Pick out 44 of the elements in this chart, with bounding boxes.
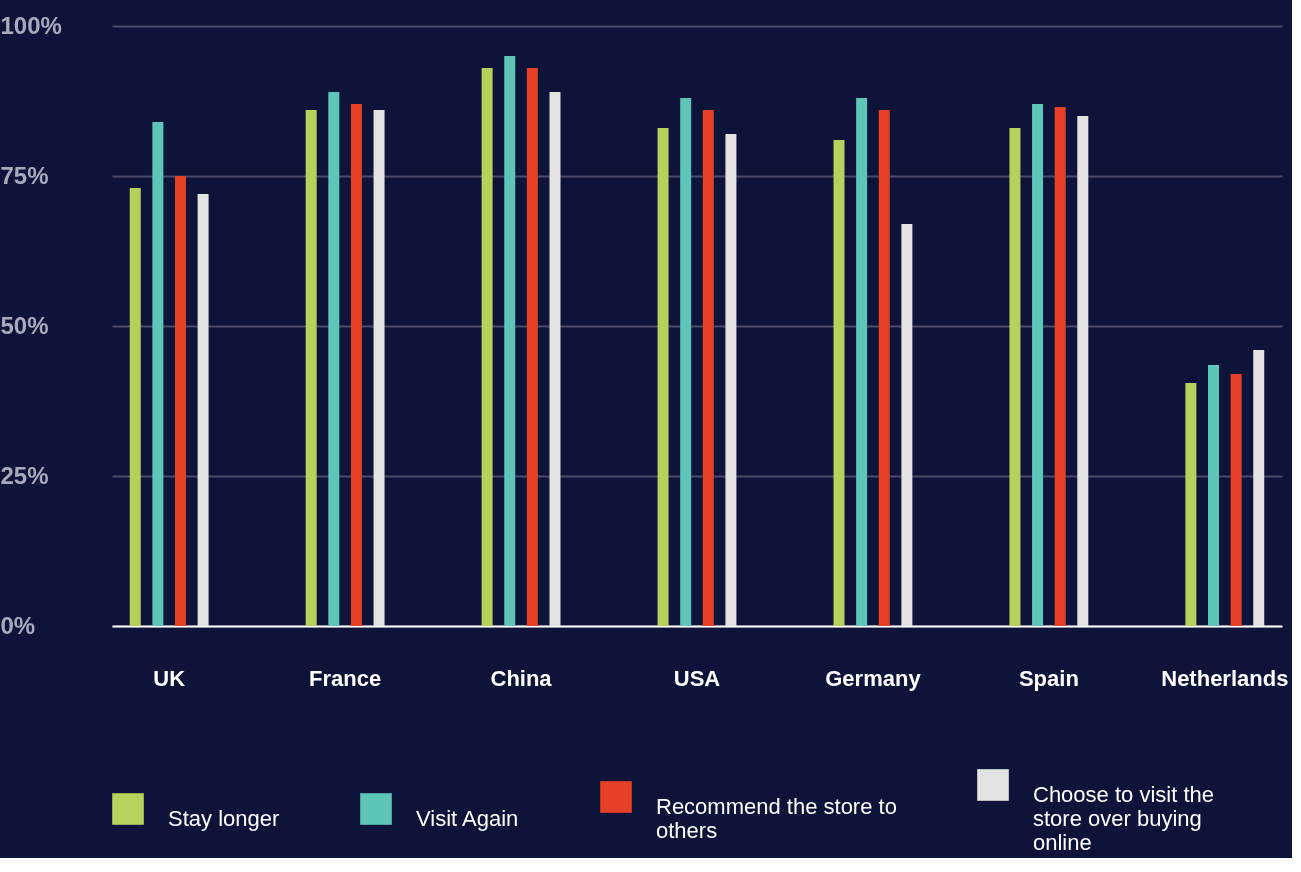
y-tick-label: 25%: [0, 461, 49, 489]
bar: [1054, 107, 1066, 626]
y-tick-label: 50%: [0, 311, 49, 339]
bar: [129, 188, 141, 626]
bar: [350, 104, 362, 626]
bar: [526, 68, 538, 626]
bar: [1032, 104, 1044, 626]
bar: [1009, 128, 1021, 626]
bar: [878, 110, 890, 626]
bar: [197, 194, 209, 626]
bar: [328, 92, 340, 626]
bar: [305, 110, 317, 626]
bar: [373, 110, 385, 626]
x-tick-label: Spain: [1018, 665, 1079, 691]
bar: [481, 68, 493, 626]
bar: [174, 176, 186, 626]
x-tick-label: UK: [153, 665, 186, 691]
x-tick-label: China: [490, 665, 553, 691]
x-tick-label: France: [309, 665, 382, 691]
bar: [1077, 116, 1089, 626]
y-tick-label: 0%: [0, 611, 36, 639]
legend-label: Choose to visit the store over buying online: [1033, 782, 1214, 855]
y-tick-label: 75%: [0, 161, 49, 189]
legend-label: Stay longer: [168, 806, 280, 831]
bar: [833, 140, 845, 626]
y-tick-label: 100%: [0, 11, 62, 39]
bar: [856, 98, 868, 626]
bar: [702, 110, 714, 626]
bar: [504, 56, 516, 626]
bar: [901, 224, 913, 626]
bar: [549, 92, 561, 626]
bar: [1230, 374, 1242, 626]
x-tick-label: USA: [673, 665, 721, 691]
bar: [1208, 365, 1220, 626]
bar: [1185, 383, 1197, 626]
x-tick-label: Germany: [825, 665, 922, 691]
legend-label: Recommend the store to others: [656, 794, 897, 843]
bar: [657, 128, 669, 626]
x-tick-label: Netherlands: [1161, 665, 1289, 691]
bar: [680, 98, 692, 626]
bar: [1253, 350, 1265, 626]
legend-label: Visit Again: [416, 806, 519, 831]
bar: [725, 134, 737, 626]
bar: [152, 122, 164, 626]
